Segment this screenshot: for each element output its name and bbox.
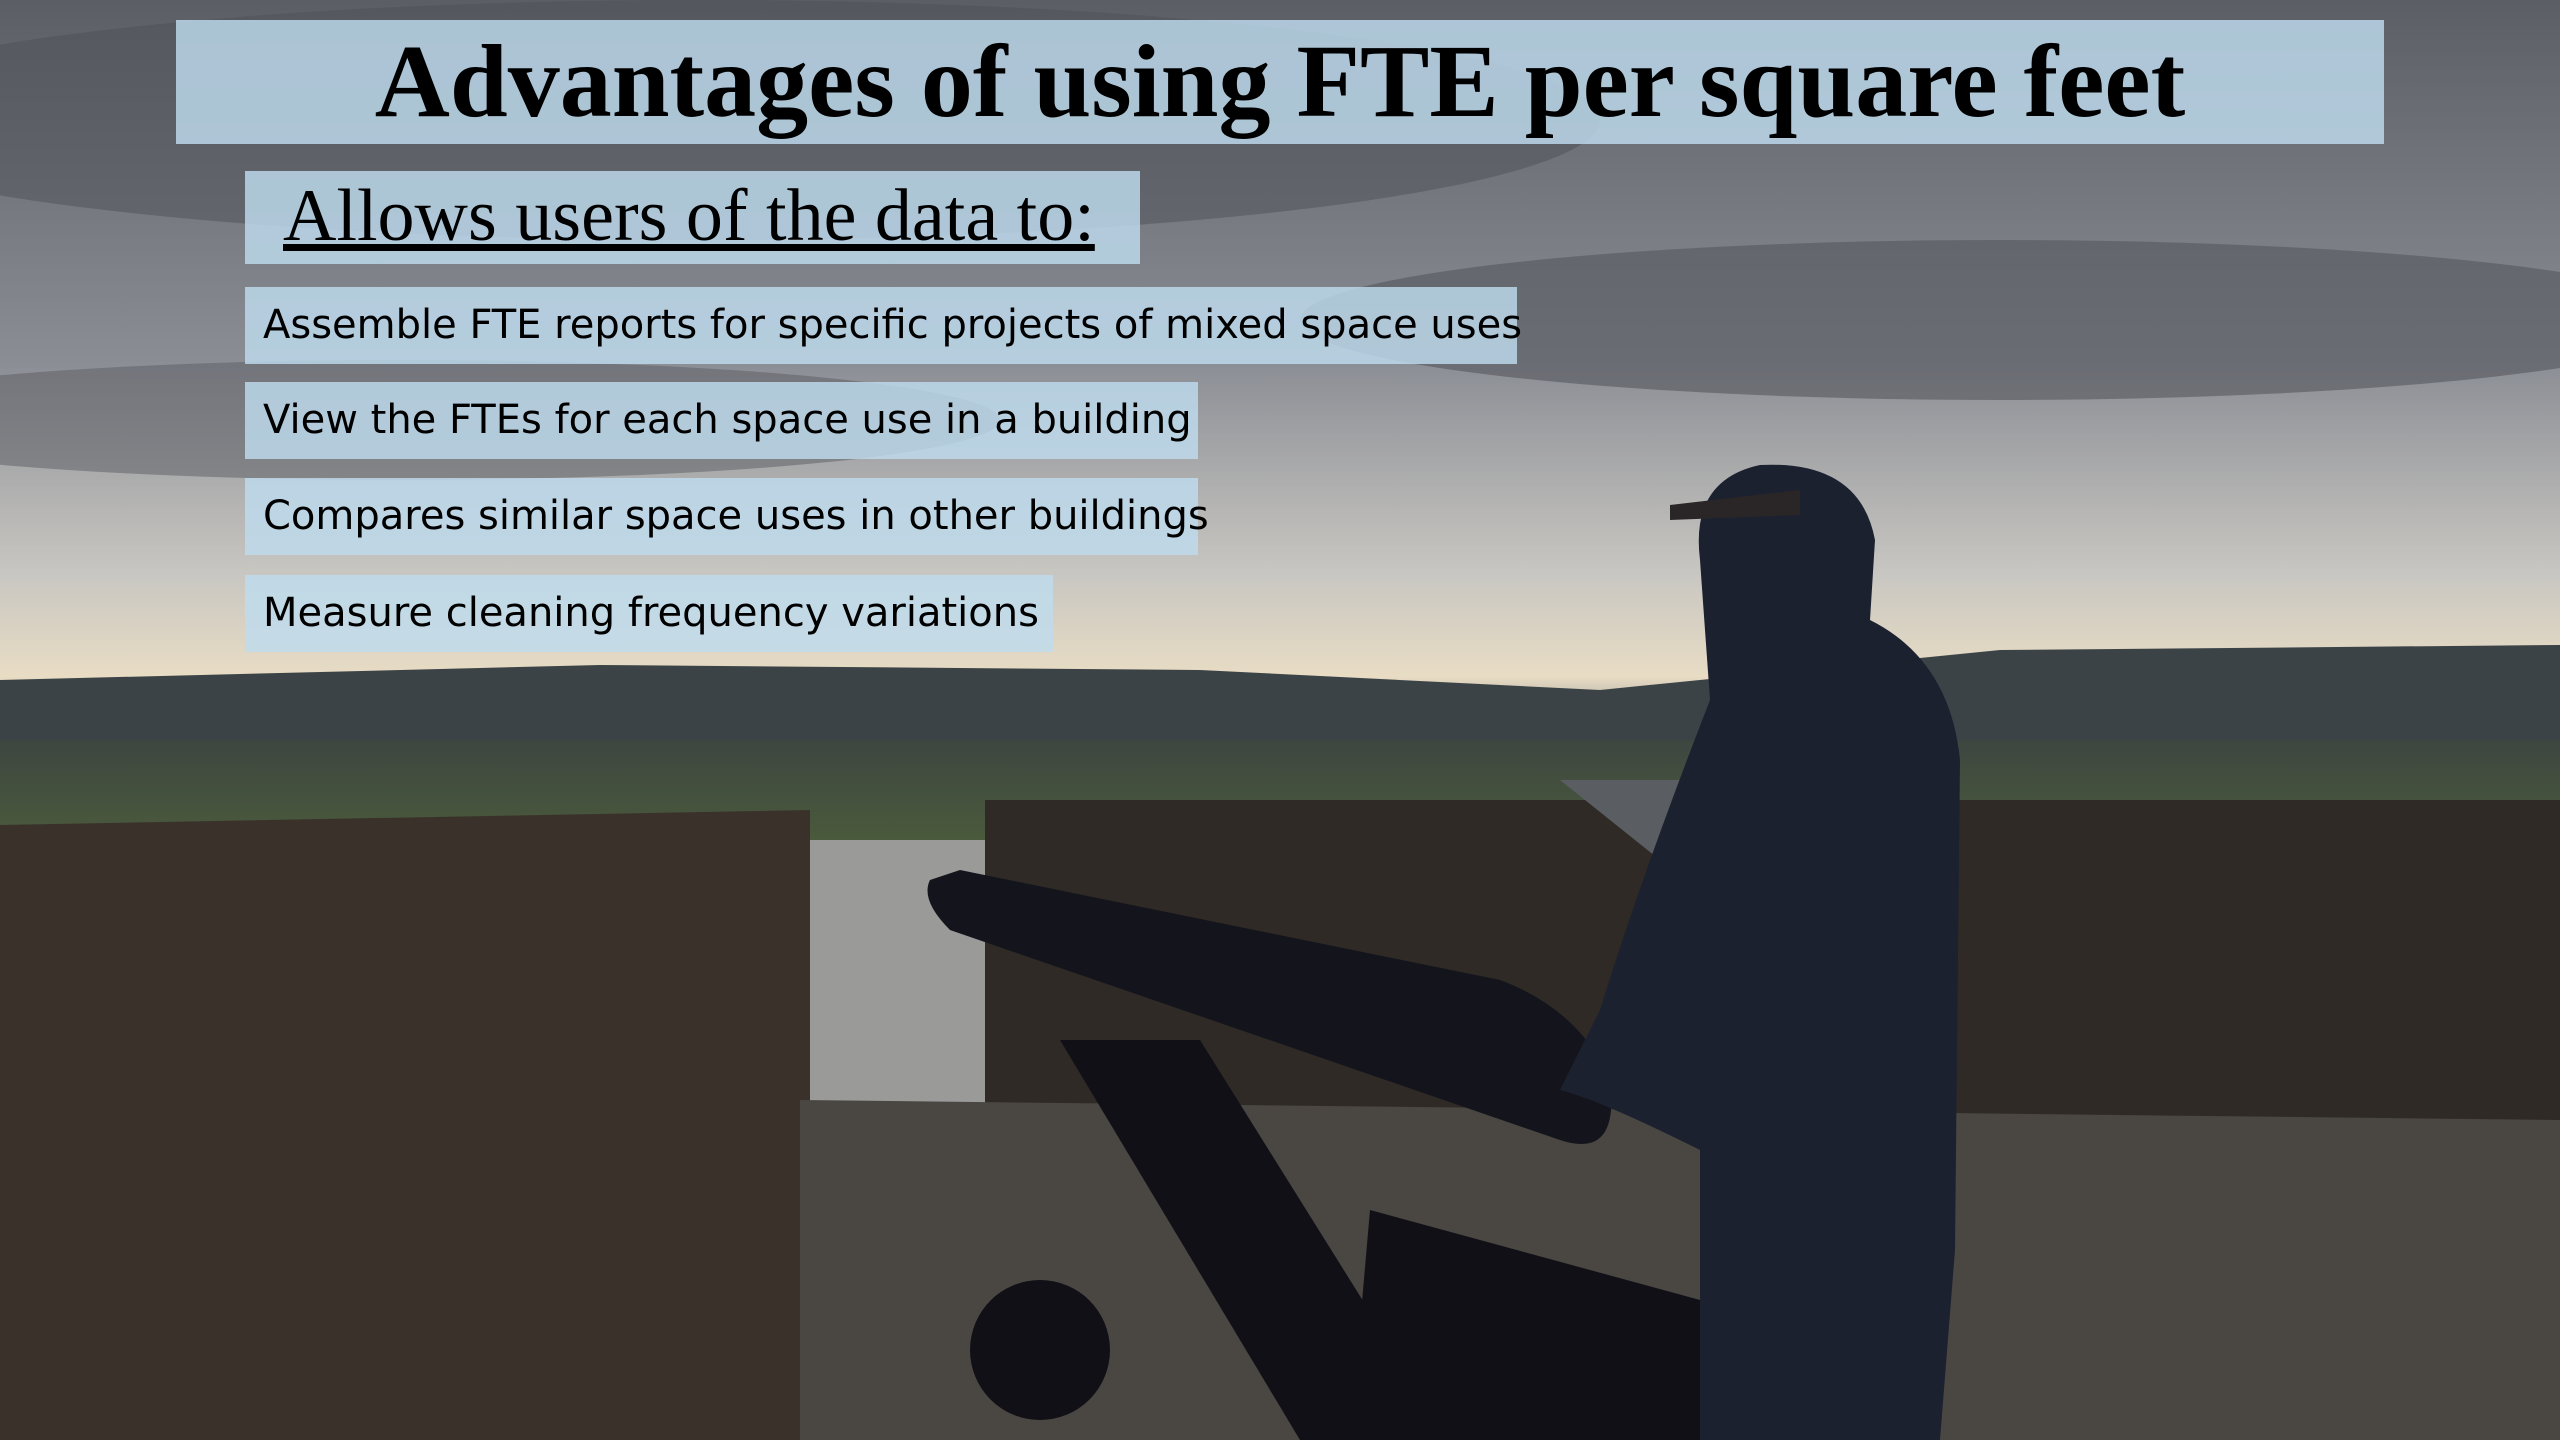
slide: Advantages of using FTE per square feet … [0, 0, 2560, 1440]
subtitle: Allows users of the data to: [245, 171, 1140, 264]
bullet: Compares similar space uses in other bui… [245, 478, 1198, 555]
bullet: Measure cleaning frequency variations [245, 575, 1053, 652]
slide-title: Advantages of using FTE per square feet [176, 20, 2384, 144]
bullet: View the FTEs for each space use in a bu… [245, 382, 1198, 459]
bullet: Assemble FTE reports for specific projec… [245, 287, 1517, 364]
